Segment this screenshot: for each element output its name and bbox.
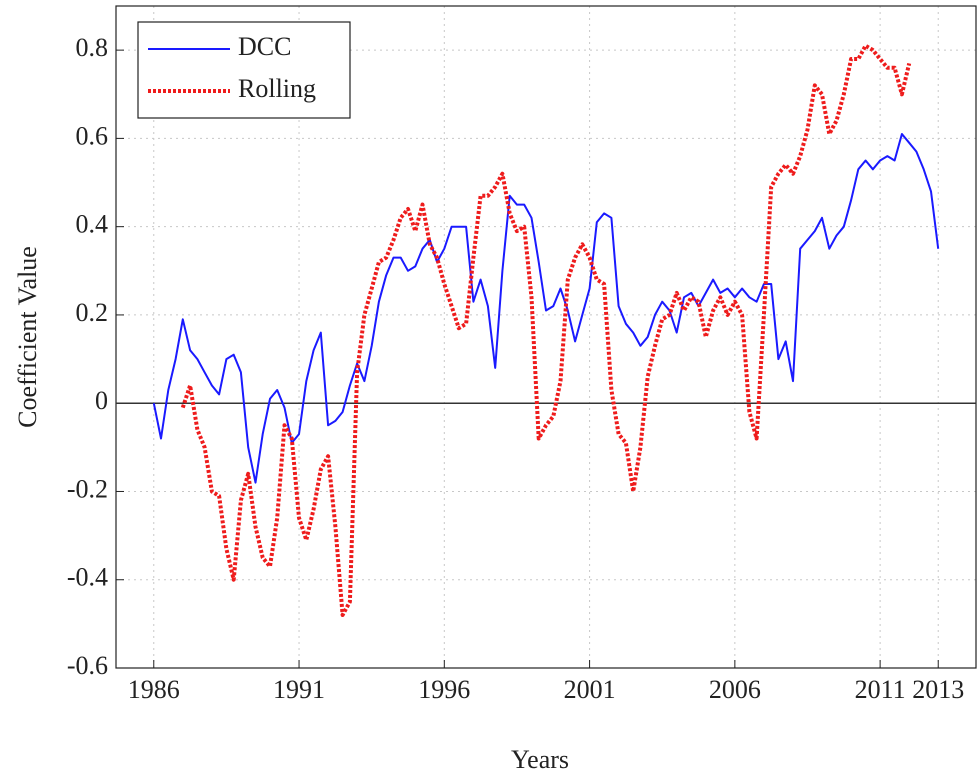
x-tick-label: 2013 [912, 675, 964, 704]
x-tick-label: 1991 [273, 675, 325, 704]
x-tick-label: 2001 [564, 675, 616, 704]
y-tick-label: -0.2 [67, 474, 108, 503]
y-axis-label: Coefficient Value [13, 246, 42, 428]
legend-label: Rolling [238, 74, 316, 103]
y-tick-label: 0.4 [76, 210, 109, 239]
x-axis-label: Years [511, 745, 569, 774]
y-tick-label: 0.8 [76, 33, 109, 62]
legend-label: DCC [238, 32, 291, 61]
y-tick-label: -0.6 [67, 651, 108, 680]
x-tick-label: 1986 [128, 675, 180, 704]
x-tick-label: 2006 [709, 675, 761, 704]
plot-frame [115, 5, 977, 669]
x-tick-label: 2011 [855, 675, 906, 704]
legend-box [137, 21, 351, 119]
legend: DCC Rolling [137, 21, 351, 119]
y-tick-label: -0.4 [67, 563, 108, 592]
y-tick-label: 0.6 [76, 121, 109, 150]
x-tick-label: 1996 [418, 675, 470, 704]
y-tick-label: 0.2 [76, 298, 109, 327]
y-tick-label: 0 [95, 386, 108, 415]
data-line [180, 43, 912, 617]
data-line [152, 133, 940, 484]
